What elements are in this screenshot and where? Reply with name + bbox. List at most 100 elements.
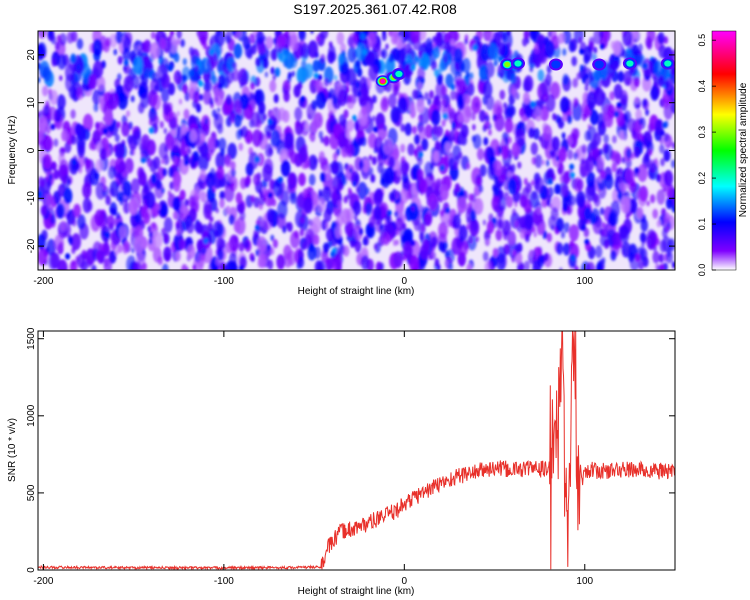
noise-blob [417, 82, 422, 90]
noise-blob [264, 124, 272, 138]
noise-blob [496, 246, 507, 264]
x-tick-label: 0 [402, 276, 408, 287]
noise-blob [122, 47, 131, 62]
noise-blob [109, 232, 115, 241]
noise-blob [405, 42, 412, 54]
noise-blob [167, 82, 176, 96]
noise-blob [94, 172, 99, 180]
noise-blob [576, 178, 584, 191]
noise-blob [638, 185, 649, 202]
noise-blob [117, 191, 124, 202]
noise-blob [168, 35, 172, 42]
noise-blob [650, 85, 659, 101]
noise-blob [482, 81, 493, 99]
noise-blob [484, 261, 491, 270]
noise-blob [619, 130, 625, 141]
noise-blob [566, 205, 572, 215]
noise-blob [368, 64, 379, 82]
noise-speck [418, 151, 424, 158]
noise-speck [548, 178, 554, 185]
noise-blob [294, 230, 299, 239]
noise-blob [133, 41, 139, 52]
noise-blob [320, 31, 329, 40]
noise-blob [141, 262, 147, 270]
noise-blob [354, 240, 362, 253]
noise-blob [315, 91, 327, 109]
noise-blob [501, 31, 508, 42]
noise-blob [552, 113, 557, 121]
noise-blob [671, 204, 675, 213]
noise-blob [156, 203, 161, 211]
noise-blob [318, 130, 324, 139]
noise-blob [95, 159, 103, 173]
snr-background [38, 331, 675, 570]
noise-blob [528, 53, 535, 65]
noise-blob [236, 203, 242, 213]
noise-blob [447, 103, 452, 110]
noise-blob [157, 63, 168, 82]
noise-blob [532, 226, 536, 233]
noise-speck [472, 44, 478, 51]
noise-blob [109, 180, 120, 198]
noise-blob [286, 184, 292, 194]
noise-blob [346, 68, 357, 86]
noise-blob [666, 248, 672, 258]
noise-blob [372, 115, 376, 122]
noise-blob [203, 199, 212, 214]
noise-blob [225, 69, 234, 84]
noise-blob [542, 230, 548, 240]
noise-blob [620, 196, 631, 214]
noise-blob [352, 180, 357, 187]
x-tick-label: -100 [214, 276, 234, 287]
noise-blob [612, 232, 621, 246]
noise-blob [56, 94, 66, 110]
noise-blob [663, 132, 670, 143]
noise-blob [301, 59, 307, 70]
noise-speck [203, 237, 209, 245]
noise-blob [562, 114, 567, 122]
noise-blob [287, 249, 297, 266]
noise-blob [43, 105, 50, 117]
noise-blob [352, 200, 362, 216]
noise-blob [495, 229, 503, 241]
noise-blob [343, 109, 349, 119]
noise-blob [216, 59, 224, 72]
noise-blob [586, 91, 597, 109]
noise-blob [171, 138, 180, 153]
noise-blob [529, 31, 538, 41]
noise-blob [123, 201, 130, 214]
noise-blob [470, 193, 477, 203]
noise-blob [102, 184, 107, 191]
noise-blob [368, 167, 374, 176]
noise-blob [558, 32, 565, 45]
noise-blob [264, 71, 269, 78]
noise-speck [410, 64, 416, 71]
noise-blob [529, 249, 534, 258]
noise-blob [419, 179, 428, 194]
noise-blob [488, 129, 492, 136]
noise-blob [82, 182, 92, 199]
noise-blob [634, 96, 639, 104]
noise-blob [519, 107, 525, 117]
noise-blob [441, 98, 447, 108]
noise-blob [168, 166, 175, 178]
noise-blob [524, 104, 533, 119]
noise-speck [188, 70, 194, 77]
noise-blob [53, 169, 60, 180]
noise-blob [434, 258, 440, 267]
snr-y-axis: 0 500 1000 1500 [26, 327, 675, 573]
noise-blob [621, 241, 631, 258]
noise-blob [308, 218, 313, 227]
noise-blob [602, 221, 606, 229]
noise-blob [338, 114, 346, 127]
noise-blob [280, 159, 291, 177]
noise-blob [54, 41, 61, 51]
noise-blob [192, 90, 200, 104]
noise-speck [352, 114, 357, 122]
noise-blob [346, 86, 350, 93]
noise-blob [47, 194, 51, 200]
noise-blob [562, 96, 566, 103]
noise-blob [161, 187, 165, 194]
noise-blob [486, 146, 495, 162]
